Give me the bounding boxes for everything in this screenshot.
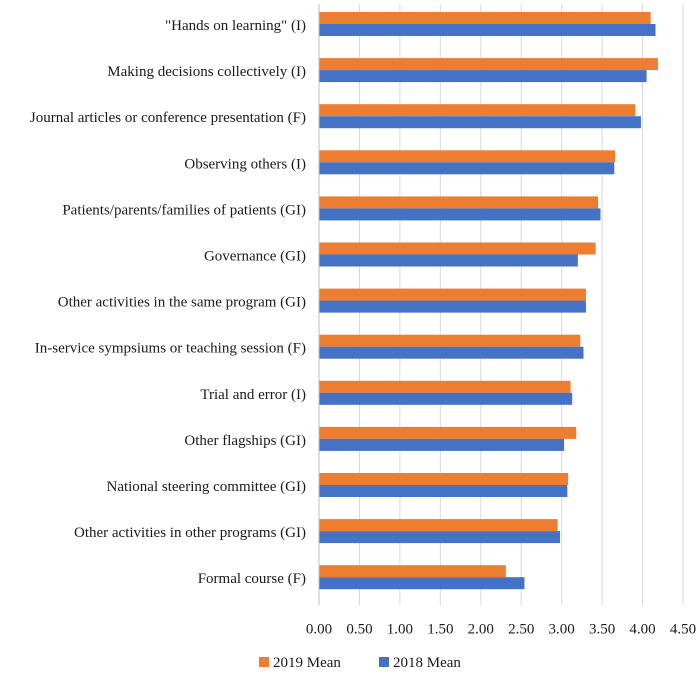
category-label: National steering committee (GI) [106, 479, 306, 495]
bar-2018 [319, 531, 561, 544]
bar-2019 [319, 196, 599, 209]
bar-2019 [319, 150, 616, 163]
category-label: Making decisions collectively (I) [107, 64, 306, 80]
category-label: Governance (GI) [204, 249, 306, 265]
bar-2018 [319, 392, 573, 405]
x-tick-label: 0.00 [306, 621, 332, 637]
x-tick-label: 2.50 [508, 621, 534, 637]
legend-label: 2018 Mean [393, 655, 461, 671]
legend-label: 2019 Mean [273, 655, 341, 671]
bar-2018 [319, 116, 641, 129]
bar-2018 [319, 346, 584, 359]
category-label: Observing others (I) [184, 156, 306, 172]
bar-2018 [319, 24, 656, 36]
bar-2019 [319, 565, 506, 578]
x-tick-labels: 0.00 0.50 1.00 1.50 2.00 2.50 3.00 3.50 4.00 4.50 [306, 621, 696, 637]
bar-2019 [319, 380, 571, 393]
legend: 2019 Mean 2018 Mean [259, 655, 461, 671]
category-label: Trial and error (I) [200, 387, 306, 403]
x-tick-label: 0.50 [346, 621, 372, 637]
category-label: Journal articles or conference presentat… [30, 110, 306, 126]
category-labels: "Hands on learning" (I) Making decisions … [30, 18, 306, 587]
x-tick-label: 4.50 [670, 621, 696, 637]
bar-2018 [319, 300, 586, 313]
x-tick-label: 1.00 [387, 621, 413, 637]
bar-2019 [319, 288, 586, 301]
bar-2018 [319, 162, 615, 175]
bar-2019 [319, 519, 558, 532]
x-tick-label: 1.50 [427, 621, 453, 637]
bar-2018 [319, 254, 578, 267]
bar-2019 [319, 12, 651, 24]
category-label: Other activities in other programs (GI) [74, 525, 306, 541]
bar-2019 [319, 104, 636, 117]
bar-2019 [319, 242, 596, 255]
bar-2018 [319, 70, 647, 83]
bar-2018 [319, 208, 601, 221]
bars [319, 12, 658, 590]
x-tick-label: 2.00 [468, 621, 494, 637]
legend-swatch [259, 657, 269, 667]
x-tick-label: 3.50 [589, 621, 615, 637]
x-tick-label: 3.00 [549, 621, 575, 637]
bar-2018 [319, 485, 568, 497]
bar-2019 [319, 473, 569, 485]
category-label: Other flagships (GI) [184, 433, 306, 449]
category-label: Other activities in the same program (GI… [58, 295, 306, 311]
bar-2018 [319, 438, 565, 451]
category-label: In-service sympsiums or teaching session… [35, 341, 306, 357]
category-label: Formal course (F) [198, 571, 306, 587]
x-tick-label: 4.00 [629, 621, 655, 637]
bar-2018 [319, 577, 525, 590]
legend-swatch [379, 657, 389, 667]
bar-2019 [319, 334, 581, 347]
bar-2019 [319, 426, 577, 439]
category-label: "Hands on learning" (I) [165, 18, 306, 34]
category-label: Patients/parents/families of patients (G… [62, 202, 306, 218]
bar-2019 [319, 58, 658, 71]
